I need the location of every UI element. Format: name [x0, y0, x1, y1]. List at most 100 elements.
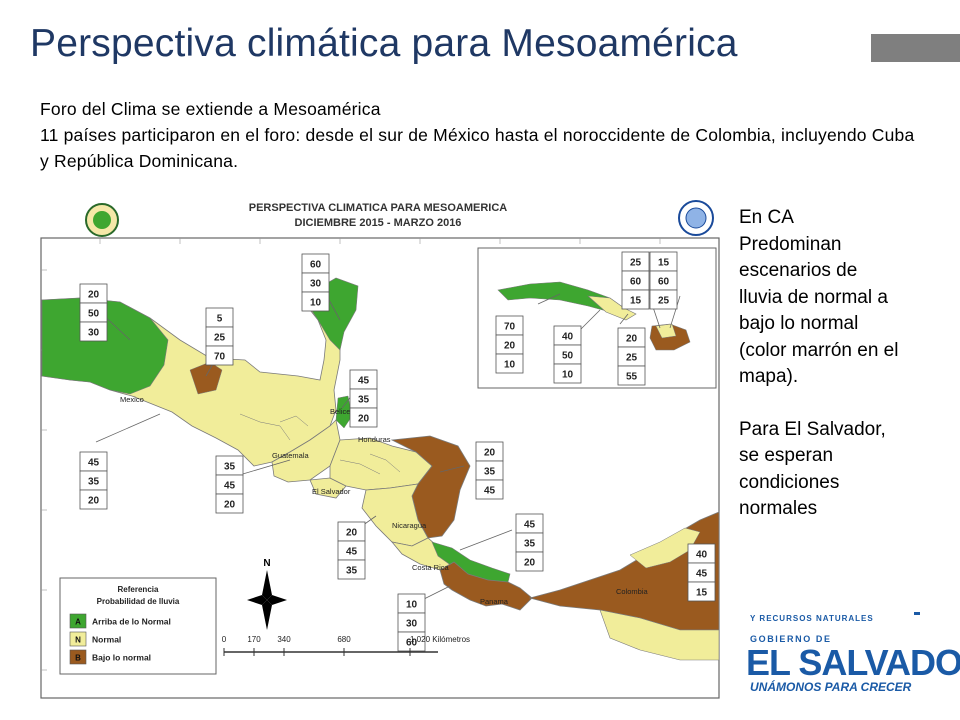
sidebar-paragraph-2: Para El Salvador, se esperan condiciones… — [739, 418, 886, 520]
forum-logo-left — [85, 203, 119, 237]
region-caribbean-below-normal — [390, 435, 471, 539]
probability-value: 45 — [224, 481, 236, 492]
probability-value: 45 — [346, 547, 358, 558]
probability-value: 25 — [626, 353, 638, 364]
map-svg: PERSPECTIVA CLIMATICA PARA MESOAMERICA D… — [40, 200, 720, 699]
probability-box: 20 50 30 — [79, 283, 108, 342]
probability-cell — [337, 559, 366, 580]
probability-value: 70 — [214, 352, 226, 363]
label-mexico: Mexico — [120, 395, 144, 404]
probability-value: 40 — [562, 332, 574, 343]
region-colombia-normal — [629, 527, 701, 569]
probability-value: 20 — [224, 500, 236, 511]
probability-value: 10 — [406, 600, 418, 611]
probability-cell — [301, 291, 330, 312]
probability-cell — [205, 345, 234, 366]
probability-cell — [79, 489, 108, 510]
probability-value: 35 — [224, 462, 236, 473]
probability-value: 5 — [217, 314, 223, 325]
probability-box: 45 35 20 — [79, 451, 108, 510]
probability-value: 20 — [88, 290, 100, 301]
probability-value: 35 — [524, 539, 536, 550]
probability-cell — [79, 321, 108, 342]
probability-value: 20 — [484, 448, 496, 459]
probability-box: 60 30 10 — [301, 253, 330, 312]
scale-label: 680 — [337, 635, 351, 644]
legend-swatch — [69, 649, 87, 665]
legend-label: Normal — [92, 635, 121, 645]
probability-value: 10 — [562, 370, 574, 381]
label-guatemala: Guatemala — [272, 451, 310, 460]
probability-boxes: 6030102050305257045352045352035452020354… — [79, 251, 716, 652]
probability-cell — [495, 353, 524, 374]
probability-value: 15 — [658, 258, 670, 269]
probability-box: 70 20 10 — [495, 315, 524, 374]
climate-outlook-map: PERSPECTIVA CLIMATICA PARA MESOAMERICA D… — [40, 190, 722, 700]
intro-line-2: 11 países participaron en el foro: desde… — [40, 125, 915, 171]
corner-decoration-bar — [871, 34, 960, 62]
legend-key: A — [75, 618, 81, 627]
probability-cell — [649, 289, 678, 310]
sidebar-text: En CA Predominan escenarios de lluvia de… — [739, 205, 899, 549]
probability-value: 25 — [214, 333, 226, 344]
probability-cell — [621, 289, 650, 310]
region-el-salvador — [309, 477, 347, 499]
probability-value: 45 — [88, 458, 100, 469]
map-title-line-2: DICIEMBRE 2015 - MARZO 2016 — [295, 217, 462, 229]
probability-value: 20 — [524, 558, 536, 569]
probability-value: 20 — [504, 341, 516, 352]
region-haiti — [655, 323, 677, 339]
logo-accent — [914, 612, 920, 615]
probability-value: 40 — [696, 550, 708, 561]
probability-cell — [617, 365, 646, 386]
probability-value: 35 — [358, 395, 370, 406]
scale-bar: 0 170 340 680 1,020 Kilómetros — [222, 635, 470, 656]
logo-line-4: UNÁMONOS PARA CRECER — [750, 680, 912, 694]
probability-value: 15 — [630, 296, 642, 307]
probability-value: 60 — [406, 638, 418, 649]
intro-text: Foro del Clima se extiende a Mesoamérica… — [40, 96, 920, 174]
region-panama — [439, 561, 533, 611]
region-belice — [335, 395, 353, 429]
probability-box: 45 35 20 — [349, 369, 378, 428]
probability-value: 50 — [88, 309, 100, 320]
map-legend: Referencia Probabilidad de lluvia A Arrib… — [59, 577, 217, 675]
label-nicaragua: Nicaragua — [392, 521, 427, 530]
probability-value: 30 — [310, 279, 322, 290]
scale-label: 0 — [222, 635, 227, 644]
probability-value: 20 — [358, 414, 370, 425]
legend-key: N — [75, 636, 81, 645]
probability-value: 25 — [658, 296, 670, 307]
probability-value: 30 — [406, 619, 418, 630]
intro-line-1: Foro del Clima se extiende a Mesoamérica — [40, 99, 381, 119]
probability-box: 20 45 35 — [337, 521, 366, 580]
probability-box: 20 35 45 — [475, 441, 504, 500]
probability-value: 45 — [358, 376, 370, 387]
probability-value: 50 — [562, 351, 574, 362]
scale-label: 1,020 Kilómetros — [410, 635, 470, 644]
probability-value: 25 — [630, 258, 642, 269]
province-boundaries — [239, 413, 401, 475]
region-mexico-above-normal — [41, 297, 169, 395]
label-honduras: Honduras — [358, 435, 391, 444]
probability-box: 40 45 15 — [687, 543, 716, 602]
probability-cell — [475, 479, 504, 500]
forum-logo-right — [678, 200, 714, 236]
logo-line-3: EL SALVADOR — [746, 642, 960, 683]
label-colombia: Colombia — [616, 587, 649, 596]
label-el-salvador: El Salvador — [312, 487, 351, 496]
probability-cell — [215, 493, 244, 514]
probability-box: 15 60 25 — [649, 251, 678, 310]
label-costa-rica: Costa Rica — [412, 563, 450, 572]
label-belice: Belice — [330, 407, 350, 416]
probability-box: 40 50 10 — [553, 325, 582, 384]
government-logo: Y RECURSOS NATURALES GOBIERNO DE EL SALV… — [742, 608, 960, 720]
probability-cell — [349, 407, 378, 428]
logo-line-1: Y RECURSOS NATURALES — [750, 614, 874, 623]
logo-line-2: GOBIERNO DE — [750, 634, 832, 644]
probability-cell — [687, 581, 716, 602]
probability-value: 35 — [88, 477, 100, 488]
north-label: N — [263, 558, 270, 569]
legend-label: Arriba de lo Normal — [92, 617, 171, 627]
legend-label: Bajo lo normal — [92, 653, 151, 663]
